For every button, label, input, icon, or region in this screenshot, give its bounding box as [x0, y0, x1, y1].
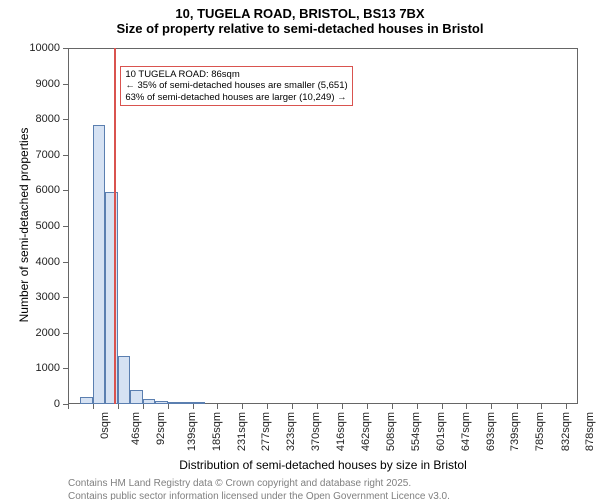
x-tick-label: 370sqm [311, 412, 323, 451]
x-tick-label: 0sqm [99, 412, 111, 439]
x-tick-label: 323sqm [285, 412, 297, 451]
x-tick-label: 739sqm [510, 412, 522, 451]
histogram-bar [155, 401, 167, 404]
x-tick-label: 462sqm [360, 412, 372, 451]
histogram-bar [93, 125, 105, 404]
chart-title-main: 10, TUGELA ROAD, BRISTOL, BS13 7BX [0, 0, 600, 21]
x-tick-label: 554sqm [410, 412, 422, 451]
plot-area: 10 TUGELA ROAD: 86sqm← 35% of semi-detac… [68, 48, 578, 404]
x-tick-mark [93, 404, 94, 409]
histogram-bar [168, 402, 180, 404]
histogram-bar [143, 399, 155, 404]
chart-container: 10, TUGELA ROAD, BRISTOL, BS13 7BX Size … [0, 0, 600, 500]
x-tick-mark [143, 404, 144, 409]
x-tick-mark [491, 404, 492, 409]
x-tick-mark [267, 404, 268, 409]
y-tick-label: 2000 [36, 327, 60, 339]
y-tick-mark [63, 84, 68, 85]
x-tick-label: 647sqm [460, 412, 472, 451]
x-tick-mark [317, 404, 318, 409]
y-tick-mark [63, 333, 68, 334]
y-tick-mark [63, 262, 68, 263]
histogram-bar [180, 402, 192, 404]
footer-attribution: Contains HM Land Registry data © Crown c… [68, 478, 450, 500]
x-tick-mark [517, 404, 518, 409]
x-tick-label: 508sqm [385, 412, 397, 451]
histogram-bar [80, 397, 92, 404]
y-tick-mark [63, 48, 68, 49]
x-tick-mark [566, 404, 567, 409]
chart-title-sub: Size of property relative to semi-detach… [0, 21, 600, 36]
x-tick-label: 878sqm [584, 412, 596, 451]
annotation-line-2: ← 35% of semi-detached houses are smalle… [125, 80, 347, 91]
histogram-bar [193, 402, 205, 404]
x-axis-label: Distribution of semi-detached houses by … [68, 458, 578, 472]
x-tick-mark [168, 404, 169, 409]
x-tick-mark [541, 404, 542, 409]
annotation-line-1: 10 TUGELA ROAD: 86sqm [125, 69, 347, 80]
x-tick-mark [292, 404, 293, 409]
histogram-bar [118, 356, 130, 404]
y-tick-mark [63, 155, 68, 156]
x-tick-mark [417, 404, 418, 409]
y-tick-mark [63, 226, 68, 227]
x-tick-mark [442, 404, 443, 409]
x-tick-label: 601sqm [435, 412, 447, 451]
footer-line-2: Contains public sector information licen… [68, 491, 450, 500]
x-tick-label: 139sqm [186, 412, 198, 451]
x-tick-mark [342, 404, 343, 409]
y-tick-mark [63, 190, 68, 191]
y-tick-label: 4000 [36, 256, 60, 268]
x-tick-mark [466, 404, 467, 409]
property-marker-line [114, 48, 116, 404]
x-tick-label: 832sqm [560, 412, 572, 451]
y-axis-label: Number of semi-detached properties [17, 75, 31, 375]
x-tick-label: 693sqm [485, 412, 497, 451]
y-tick-label: 1000 [36, 362, 60, 374]
footer-line-1: Contains HM Land Registry data © Crown c… [68, 478, 450, 491]
y-tick-label: 10000 [29, 42, 60, 54]
x-tick-mark [392, 404, 393, 409]
y-tick-label: 6000 [36, 184, 60, 196]
x-tick-mark [193, 404, 194, 409]
y-tick-label: 3000 [36, 291, 60, 303]
x-tick-label: 785sqm [534, 412, 546, 451]
x-tick-mark [217, 404, 218, 409]
y-tick-label: 0 [54, 398, 60, 410]
histogram-bar [130, 390, 143, 404]
x-tick-mark [68, 404, 69, 409]
x-tick-label: 92sqm [155, 412, 167, 445]
x-tick-label: 231sqm [236, 412, 248, 451]
x-tick-mark [242, 404, 243, 409]
x-tick-mark [367, 404, 368, 409]
y-tick-mark [63, 119, 68, 120]
y-tick-label: 9000 [36, 78, 60, 90]
y-tick-mark [63, 297, 68, 298]
annotation-line-3: 63% of semi-detached houses are larger (… [125, 92, 347, 103]
x-tick-label: 416sqm [335, 412, 347, 451]
x-tick-label: 277sqm [260, 412, 272, 451]
y-tick-label: 5000 [36, 220, 60, 232]
x-tick-label: 185sqm [211, 412, 223, 451]
y-tick-label: 8000 [36, 113, 60, 125]
x-tick-label: 46sqm [130, 412, 142, 445]
annotation-box: 10 TUGELA ROAD: 86sqm← 35% of semi-detac… [120, 66, 352, 106]
y-tick-mark [63, 368, 68, 369]
y-tick-label: 7000 [36, 149, 60, 161]
x-tick-mark [118, 404, 119, 409]
